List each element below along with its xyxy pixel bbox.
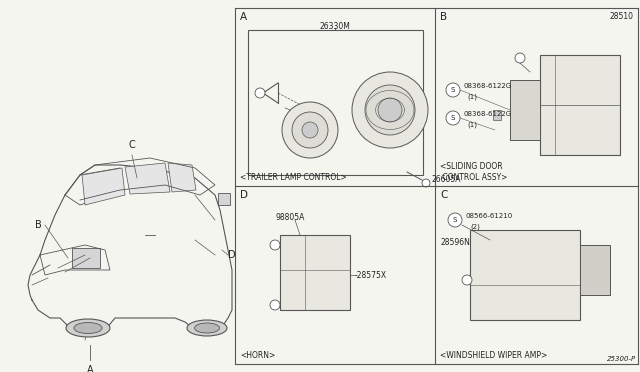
Circle shape (365, 85, 415, 135)
Polygon shape (125, 163, 170, 194)
Text: D: D (228, 250, 236, 260)
Text: S: S (451, 115, 455, 121)
Circle shape (448, 213, 462, 227)
Circle shape (422, 179, 430, 187)
Circle shape (446, 111, 460, 125)
Ellipse shape (74, 323, 102, 334)
Text: B: B (440, 12, 447, 22)
Text: 28596N: 28596N (440, 238, 470, 247)
Ellipse shape (66, 319, 110, 337)
Circle shape (515, 53, 525, 63)
Bar (72, 248, 100, 268)
Text: D: D (240, 190, 248, 200)
Bar (493, 110, 501, 120)
Text: <HORN>: <HORN> (240, 351, 275, 360)
Text: B: B (35, 220, 42, 230)
Bar (280, 235, 350, 310)
Text: 28510: 28510 (609, 12, 633, 21)
Text: (1): (1) (467, 122, 477, 128)
Text: 08368-6122G: 08368-6122G (463, 83, 511, 89)
Polygon shape (82, 168, 125, 205)
Ellipse shape (195, 323, 220, 333)
Circle shape (352, 72, 428, 148)
Text: S: S (453, 217, 457, 223)
Text: A: A (86, 365, 93, 372)
Text: 98805A: 98805A (275, 213, 305, 222)
Circle shape (292, 112, 328, 148)
Circle shape (302, 122, 318, 138)
Text: 26605A: 26605A (432, 175, 461, 184)
Bar (510, 80, 540, 140)
Text: (2): (2) (470, 224, 480, 230)
Circle shape (462, 275, 472, 285)
Circle shape (282, 102, 338, 158)
Text: (1): (1) (467, 94, 477, 100)
Text: <WINDSHIELD WIPER AMP>: <WINDSHIELD WIPER AMP> (440, 351, 547, 360)
Text: C: C (440, 190, 447, 200)
Bar (248, 30, 423, 175)
Bar (132, 176, 146, 188)
Circle shape (378, 98, 402, 122)
Bar (218, 193, 230, 205)
Circle shape (446, 83, 460, 97)
Text: 25300-P: 25300-P (607, 356, 636, 362)
Circle shape (270, 240, 280, 250)
Text: C: C (129, 140, 136, 150)
Polygon shape (168, 163, 196, 192)
Text: 26330M: 26330M (319, 22, 351, 31)
Text: <TRAILER LAMP CONTROL>: <TRAILER LAMP CONTROL> (240, 173, 347, 182)
Text: 08368-6122G: 08368-6122G (463, 111, 511, 117)
Bar (470, 230, 580, 320)
Text: A: A (240, 12, 247, 22)
Text: S: S (451, 87, 455, 93)
Text: <SLIDING DOOR
 CONTROL ASSY>: <SLIDING DOOR CONTROL ASSY> (440, 162, 508, 182)
Circle shape (255, 88, 265, 98)
Text: 08566-61210: 08566-61210 (465, 213, 512, 219)
Bar (580, 245, 610, 295)
Text: -28575X: -28575X (355, 270, 387, 279)
Bar (540, 55, 620, 155)
Ellipse shape (187, 320, 227, 336)
Circle shape (270, 300, 280, 310)
